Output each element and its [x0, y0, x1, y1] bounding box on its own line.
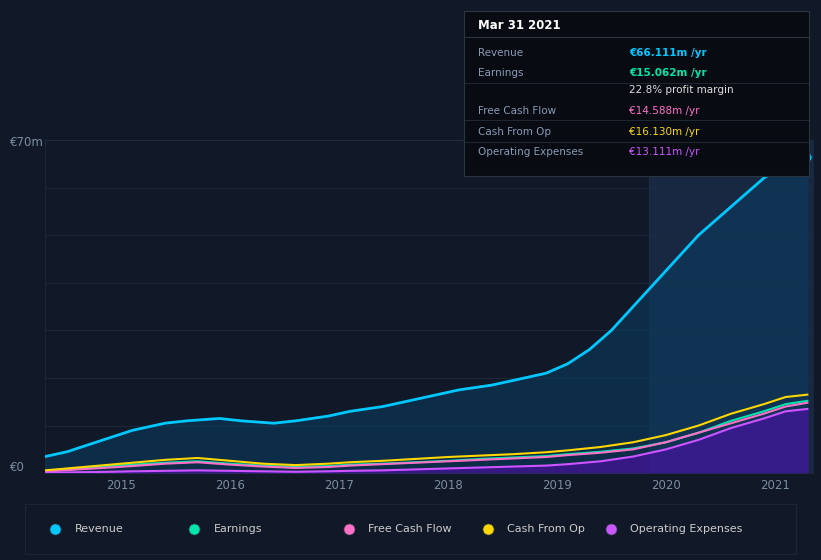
Text: €0: €0 — [10, 461, 25, 474]
Text: Cash From Op: Cash From Op — [478, 127, 551, 137]
Text: €14.588m /yr: €14.588m /yr — [630, 106, 699, 116]
Text: Operating Expenses: Operating Expenses — [478, 147, 583, 157]
Text: €15.062m /yr: €15.062m /yr — [630, 68, 707, 78]
Text: €13.111m /yr: €13.111m /yr — [630, 147, 699, 157]
Text: Revenue: Revenue — [75, 524, 123, 534]
Text: Mar 31 2021: Mar 31 2021 — [478, 18, 560, 32]
Bar — [649, 140, 813, 473]
Text: Free Cash Flow: Free Cash Flow — [368, 524, 452, 534]
Text: Earnings: Earnings — [478, 68, 523, 78]
Text: Free Cash Flow: Free Cash Flow — [478, 106, 556, 116]
Text: Revenue: Revenue — [478, 48, 523, 58]
Text: €66.111m /yr: €66.111m /yr — [630, 48, 707, 58]
Text: Operating Expenses: Operating Expenses — [631, 524, 743, 534]
Text: Earnings: Earnings — [213, 524, 262, 534]
Text: €70m: €70m — [10, 136, 44, 150]
Text: 22.8% profit margin: 22.8% profit margin — [630, 86, 734, 96]
Text: €16.130m /yr: €16.130m /yr — [630, 127, 699, 137]
Text: Cash From Op: Cash From Op — [507, 524, 585, 534]
